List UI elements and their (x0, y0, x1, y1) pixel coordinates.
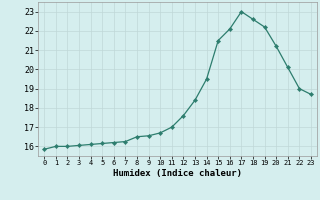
X-axis label: Humidex (Indice chaleur): Humidex (Indice chaleur) (113, 169, 242, 178)
